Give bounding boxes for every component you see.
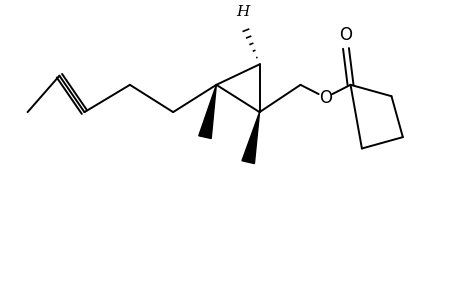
Polygon shape bbox=[198, 85, 216, 139]
Text: O: O bbox=[319, 88, 331, 106]
Polygon shape bbox=[241, 112, 259, 164]
Text: H: H bbox=[235, 5, 249, 19]
Text: O: O bbox=[339, 26, 352, 44]
